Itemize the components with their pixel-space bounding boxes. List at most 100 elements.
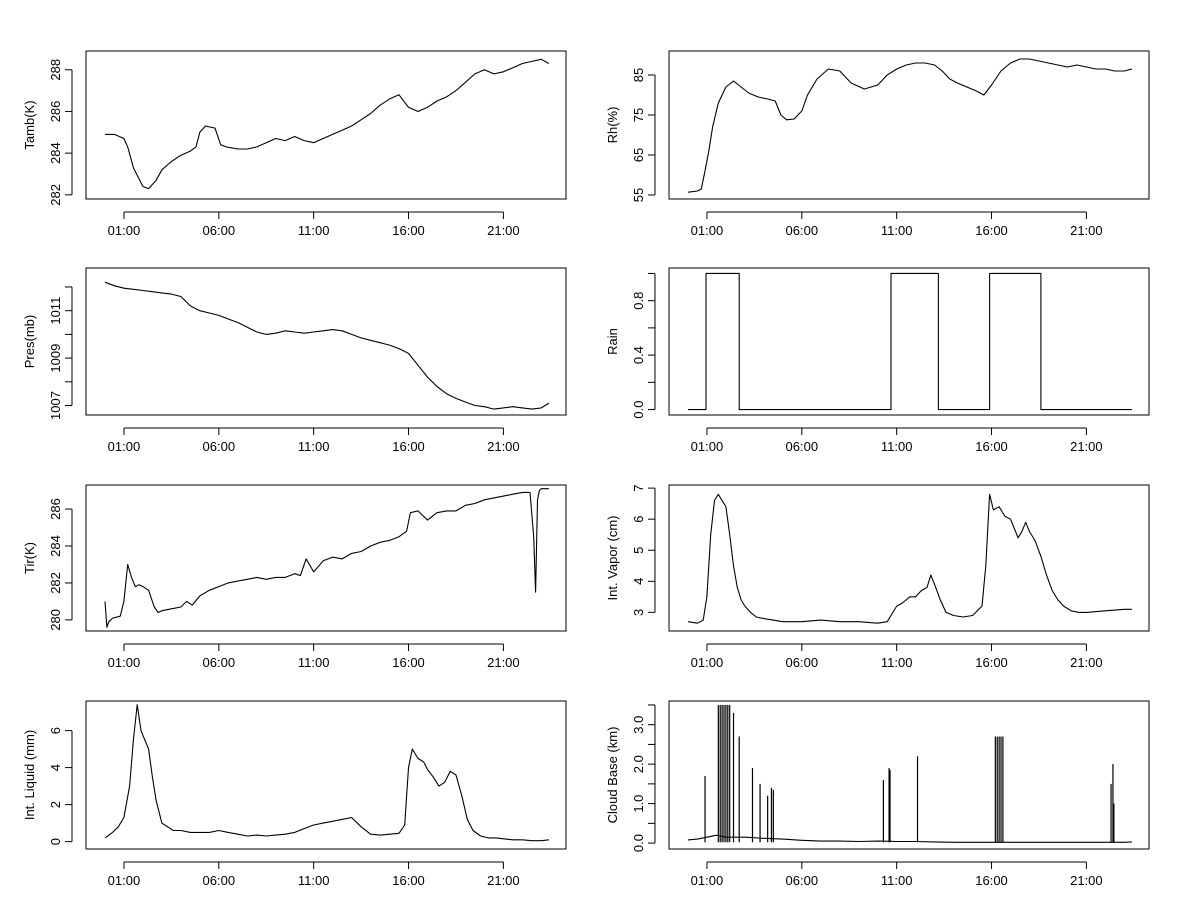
series-line bbox=[104, 704, 549, 842]
x-tick-label: 11:00 bbox=[298, 655, 330, 670]
x-tick-label: 11:00 bbox=[881, 223, 913, 238]
y-axis-title: Tamb(K) bbox=[22, 100, 37, 149]
x-tick-label: 11:00 bbox=[881, 873, 913, 888]
y-tick-label: 1.0 bbox=[631, 795, 646, 813]
x-tick-label: 21:00 bbox=[1070, 223, 1103, 238]
x-tick-label: 01:00 bbox=[691, 655, 724, 670]
y-tick-label: 1011 bbox=[48, 297, 63, 325]
y-axis-title: Rh(%) bbox=[605, 107, 620, 144]
panel-8: 01:00 06:00 11:00 16:00 21:00 0.0 1.0 2.0 3.0 Clo… bbox=[605, 700, 1150, 888]
panel-6: 01:00 06:00 11:00 16:00 21:00 3 4 5 6 7 Int. Vapor… bbox=[605, 484, 1150, 670]
series-line bbox=[687, 493, 1132, 624]
x-tick-label: 01:00 bbox=[691, 873, 724, 888]
y-tick-label: 0.4 bbox=[631, 346, 646, 364]
plot-frame bbox=[668, 50, 1150, 200]
x-tick-label: 21:00 bbox=[487, 655, 520, 670]
x-tick-label: 11:00 bbox=[298, 223, 330, 238]
plot-frame bbox=[668, 700, 1150, 850]
x-tick-label: 21:00 bbox=[487, 873, 520, 888]
plot-frame bbox=[85, 50, 567, 200]
y-axis-title: Int. Liquid (mm) bbox=[22, 730, 37, 820]
y-tick-label: 286 bbox=[48, 498, 63, 520]
y-tick-label: 0 bbox=[48, 838, 63, 845]
plot-frame bbox=[85, 267, 567, 416]
y-tick-label: 2.0 bbox=[631, 755, 646, 773]
y-tick-label: 2 bbox=[48, 801, 63, 808]
series-line bbox=[104, 488, 549, 628]
panel-2: 01:00 06:00 11:00 16:00 21:00 55 65 75 85 Rh(%) bbox=[605, 50, 1150, 238]
panel-5: 01:00 06:00 11:00 16:00 21:00 280 282 284 286 Tir… bbox=[22, 484, 567, 670]
y-tick-label: 5 bbox=[631, 547, 646, 554]
x-tick-label: 11:00 bbox=[881, 655, 913, 670]
plot-frame bbox=[85, 484, 567, 632]
x-tick-label: 11:00 bbox=[881, 439, 913, 454]
y-tick-label: 280 bbox=[48, 609, 63, 631]
plot-frame bbox=[668, 267, 1150, 416]
x-tick-label: 01:00 bbox=[108, 655, 141, 670]
y-tick-label: 3 bbox=[631, 609, 646, 616]
y-tick-label: 0.8 bbox=[631, 292, 646, 310]
y-tick-label: 55 bbox=[631, 188, 646, 202]
y-axis-title: Tir(K) bbox=[22, 542, 37, 574]
x-tick-label: 06:00 bbox=[203, 223, 236, 238]
panel-3: 01:00 06:00 11:00 16:00 21:00 1007 1009 1011 Pre… bbox=[22, 267, 567, 454]
x-tick-label: 16:00 bbox=[975, 873, 1008, 888]
x-tick-label: 16:00 bbox=[392, 223, 425, 238]
x-tick-label: 06:00 bbox=[786, 439, 819, 454]
y-tick-label: 6 bbox=[631, 516, 646, 523]
y-tick-label: 282 bbox=[48, 184, 63, 206]
panel-4: 01:00 06:00 11:00 16:00 21:00 0.0 0.4 0.8 Rain bbox=[605, 267, 1150, 454]
panel-1: 01:00 06:00 11:00 16:00 21:00 282 284 286 288 Tam… bbox=[22, 50, 567, 238]
y-axis-title: Int. Vapor (cm) bbox=[605, 515, 620, 600]
x-tick-label: 16:00 bbox=[975, 439, 1008, 454]
x-tick-label: 21:00 bbox=[1070, 873, 1103, 888]
y-tick-label: 1009 bbox=[48, 344, 63, 373]
y-axis-title: Cloud Base (km) bbox=[605, 727, 620, 824]
series-line bbox=[105, 58, 550, 190]
x-tick-label: 11:00 bbox=[298, 439, 330, 454]
x-tick-label: 21:00 bbox=[1070, 655, 1103, 670]
y-tick-label: 7 bbox=[631, 484, 646, 491]
y-tick-label: 284 bbox=[48, 142, 63, 164]
y-tick-label: 1007 bbox=[48, 391, 63, 420]
x-tick-label: 16:00 bbox=[975, 655, 1008, 670]
x-tick-label: 01:00 bbox=[108, 439, 141, 454]
x-tick-label: 21:00 bbox=[487, 223, 520, 238]
series-line bbox=[687, 834, 1132, 843]
series-line bbox=[687, 58, 1133, 193]
x-tick-label: 06:00 bbox=[203, 655, 236, 670]
y-axis-title: Pres(mb) bbox=[22, 315, 37, 368]
y-tick-label: 3.0 bbox=[631, 716, 646, 734]
y-tick-label: 65 bbox=[631, 148, 646, 162]
x-tick-label: 16:00 bbox=[392, 655, 425, 670]
y-tick-label: 6 bbox=[48, 727, 63, 734]
x-tick-label: 21:00 bbox=[1070, 439, 1103, 454]
x-tick-label: 06:00 bbox=[203, 873, 236, 888]
y-tick-label: 75 bbox=[631, 108, 646, 122]
y-tick-label: 284 bbox=[48, 535, 63, 557]
plot-frame bbox=[85, 700, 567, 850]
x-tick-label: 01:00 bbox=[691, 439, 724, 454]
x-tick-label: 06:00 bbox=[203, 439, 236, 454]
x-tick-label: 06:00 bbox=[786, 655, 819, 670]
x-tick-label: 11:00 bbox=[298, 873, 330, 888]
series-line bbox=[104, 281, 550, 410]
x-tick-label: 06:00 bbox=[786, 873, 819, 888]
y-tick-label: 286 bbox=[48, 101, 63, 123]
panel-7: 01:00 06:00 11:00 16:00 21:00 0 2 4 6 Int. Liquid… bbox=[22, 700, 567, 888]
y-axis-title: Rain bbox=[605, 328, 620, 355]
x-tick-label: 16:00 bbox=[975, 223, 1008, 238]
x-tick-label: 06:00 bbox=[786, 223, 819, 238]
series-line bbox=[688, 272, 1132, 411]
y-tick-label: 288 bbox=[48, 59, 63, 81]
y-tick-label: 4 bbox=[631, 578, 646, 585]
x-tick-label: 21:00 bbox=[487, 439, 520, 454]
x-tick-label: 16:00 bbox=[392, 873, 425, 888]
y-tick-label: 282 bbox=[48, 572, 63, 594]
x-tick-label: 01:00 bbox=[691, 223, 724, 238]
y-tick-label: 0.0 bbox=[631, 834, 646, 852]
x-tick-label: 16:00 bbox=[392, 439, 425, 454]
plot-frame bbox=[668, 484, 1150, 632]
y-tick-label: 4 bbox=[48, 764, 63, 771]
